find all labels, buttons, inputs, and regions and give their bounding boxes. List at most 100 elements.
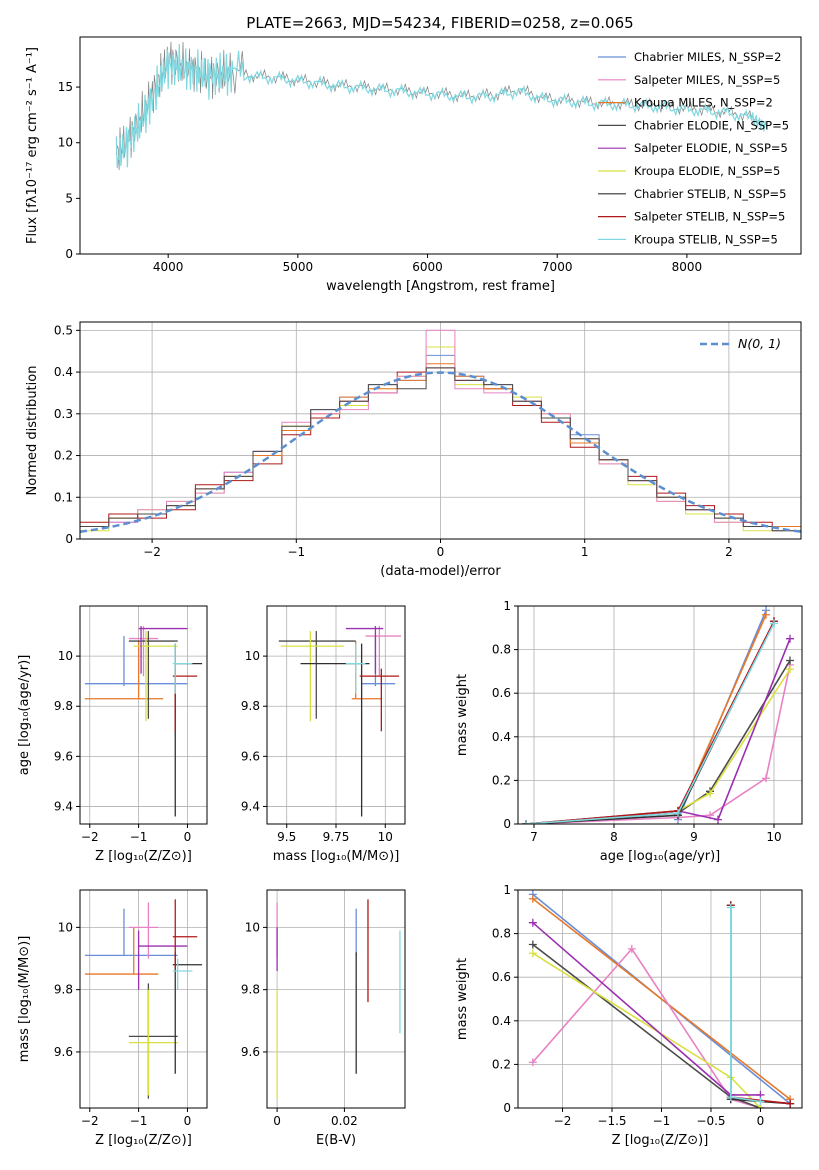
y-tick-label: 0.6	[492, 686, 511, 700]
legend-label: Salpeter MILES, N_SSP=5	[634, 73, 780, 87]
y-tick-label: 9.8	[241, 699, 260, 713]
plot-area	[115, 41, 768, 171]
point-marker	[762, 610, 770, 619]
x-tick-label: 0	[273, 1114, 281, 1128]
x-tick-label: −1	[653, 1114, 671, 1128]
point-marker	[756, 1097, 765, 1106]
weight-line	[532, 947, 761, 1108]
x-tick-label: 9.5	[277, 830, 296, 844]
panel-age-vs-mass: 9.5 9.75 10 9.4 9.6 9.8 10 mass [log₁₀(M/M⊙)]	[241, 605, 406, 864]
axes-frame	[517, 605, 803, 825]
y-tick-label: 0	[503, 817, 511, 831]
x-tick-label: 8	[610, 830, 618, 844]
plot-area	[84, 899, 203, 1099]
y-tick-label: 9.6	[241, 749, 260, 763]
y-axis-label: mass weight	[455, 674, 470, 756]
y-tick-label: 9.6	[241, 1045, 260, 1059]
point-marker	[786, 656, 794, 665]
x-tick-label: 0	[757, 1114, 765, 1128]
y-tick-label: 5	[65, 191, 73, 205]
x-tick-label: −2	[81, 830, 99, 844]
x-axis-label: (data-model)/error	[380, 564, 501, 579]
point-marker	[786, 1099, 795, 1108]
plot-area	[276, 899, 401, 1099]
x-tick-label: 2	[725, 545, 733, 559]
y-tick-label: 9.8	[54, 983, 73, 997]
x-tick-label: 7	[530, 830, 538, 844]
point-marker	[522, 820, 530, 824]
panel-weight-vs-age: 7 8 9 10 0 0.2 0.4 0.6 0.8 1 age [log₁₀(age/yr)] ma…	[455, 599, 803, 864]
panel-weight-vs-Z: −2 −1.5 −1 −0.5 0 0 0.2 0.4 0.6 0.8 1 Z [log₁₀(Z/Z⊙…	[455, 883, 803, 1148]
spectrum-line	[115, 41, 768, 171]
x-tick-label: −2	[81, 1114, 99, 1128]
y-tick-label: 0.4	[492, 730, 511, 744]
weight-line	[525, 620, 775, 824]
x-tick-label: 7000	[542, 260, 573, 274]
plot-area	[528, 890, 795, 1108]
x-tick-label: −1.5	[597, 1114, 626, 1128]
weight-line	[525, 668, 791, 824]
point-marker	[786, 634, 794, 643]
y-tick-label: 0	[65, 532, 73, 546]
point-marker	[762, 774, 770, 783]
y-tick-label: 10	[58, 136, 73, 150]
axes-frame	[79, 36, 802, 255]
point-marker	[726, 1093, 735, 1102]
y-tick-label: 9.4	[54, 799, 73, 813]
x-tick-label: −2	[554, 1114, 572, 1128]
point-marker	[786, 665, 794, 674]
y-tick-label: 0	[503, 1101, 511, 1115]
legend-label: Salpeter STELIB, N_SSP=5	[634, 210, 785, 224]
legend-label: Chabrier MILES, N_SSP=2	[634, 50, 781, 64]
x-tick-label: 9	[690, 830, 698, 844]
spectrum-line	[115, 43, 768, 169]
x-axis-label: Z [log₁₀(Z/Z⊙)]	[95, 849, 192, 864]
weight-line	[525, 660, 791, 824]
x-tick-label: 0.02	[331, 1114, 358, 1128]
x-axis-label: Z [log₁₀(Z/Z⊙)]	[95, 1133, 192, 1148]
y-tick-label: 1	[503, 883, 511, 897]
x-tick-label: −0.5	[696, 1114, 725, 1128]
y-tick-label: 0.4	[492, 1014, 511, 1028]
y-axis-label: Normed distribution	[25, 366, 40, 496]
y-tick-label: 0.2	[54, 449, 73, 463]
x-tick-label: 6000	[412, 260, 443, 274]
y-axis-label: mass weight	[455, 958, 470, 1040]
weight-line	[532, 898, 791, 1100]
panel-residuals: −2 −1 0 1 2 0 0.1 0.2 0.3 0.4 0.5 (data-model)/erro…	[25, 321, 802, 579]
panel-mass-vs-Z: −2 −1 0 9.6 9.8 10 Z [log₁₀(Z/Z⊙)] mass [log₁₀(…	[17, 889, 208, 1148]
y-tick-label: 10	[245, 920, 260, 934]
x-axis-label: E(B-V)	[316, 1133, 356, 1148]
legend-label: Salpeter ELODIE, N_SSP=5	[634, 141, 788, 155]
legend-label: Kroupa MILES, N_SSP=2	[634, 96, 773, 110]
x-tick-label: 0	[184, 830, 192, 844]
x-tick-label: 1	[581, 545, 589, 559]
y-tick-label: 9.8	[241, 983, 260, 997]
y-tick-label: 0.3	[54, 407, 73, 421]
plot-area	[278, 626, 402, 817]
legend: Chabrier MILES, N_SSP=2 Salpeter MILES, N…	[598, 50, 789, 246]
y-tick-label: 0.2	[492, 773, 511, 787]
point-marker	[528, 894, 537, 903]
axes-frame	[266, 889, 406, 1109]
histogram-step	[80, 329, 801, 532]
x-tick-label: 10	[766, 830, 781, 844]
point-marker	[627, 944, 636, 953]
y-tick-label: 15	[58, 80, 73, 94]
y-tick-label: 0.1	[54, 490, 73, 504]
x-tick-label: 0	[184, 1114, 192, 1128]
y-tick-label: 10	[245, 649, 260, 663]
panel-age-vs-Z: −2 −1 0 9.4 9.6 9.8 10 Z [log₁₀(Z/Z⊙)] age [log₁…	[17, 605, 208, 864]
point-marker	[528, 949, 537, 958]
panel-mass-vs-EBV: 0 0.02 9.6 9.8 10 E(B-V)	[241, 889, 406, 1148]
weight-line	[532, 952, 761, 1108]
panel-spectrum: 4000 5000 6000 7000 8000 0 5 10 15 wavelength [An…	[25, 36, 802, 294]
x-tick-label: −2	[143, 545, 161, 559]
x-axis-label: Z [log₁₀(Z/Z⊙)]	[612, 1133, 709, 1148]
y-tick-label: 10	[58, 920, 73, 934]
y-axis-label: age [log₁₀(age/yr)]	[17, 655, 32, 776]
weight-line	[525, 664, 791, 824]
axes-frame	[517, 889, 803, 1109]
